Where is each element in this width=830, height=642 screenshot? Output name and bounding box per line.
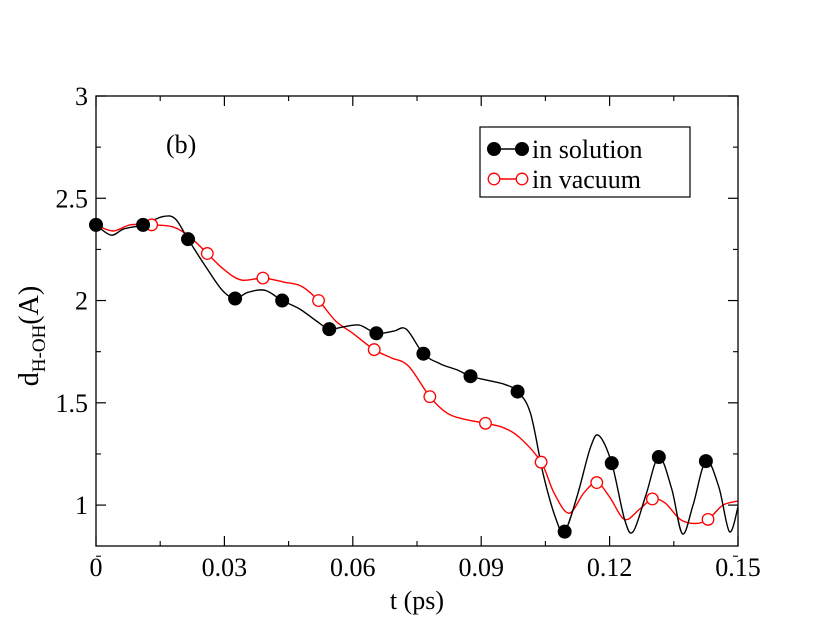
data-point: [479, 416, 492, 430]
data-point: [604, 456, 619, 471]
x-tick-label: 0: [90, 553, 103, 582]
data-point: [181, 232, 196, 247]
data-point: [698, 454, 713, 469]
x-tick-label: 0.12: [587, 553, 633, 582]
y-axis-title-main: d: [14, 372, 45, 386]
y-axis-title-unit: (A): [14, 286, 45, 325]
data-point: [369, 326, 384, 341]
data-point: [200, 247, 214, 260]
y-tick-label: 2.5: [56, 184, 89, 213]
data-point: [463, 369, 478, 384]
x-tick-label: 0.03: [202, 553, 248, 582]
legend-marker: [487, 172, 501, 186]
data-point: [256, 271, 270, 285]
data-point: [322, 322, 337, 337]
y-axis-title: dH-OH(A): [14, 286, 50, 386]
data-point: [416, 346, 431, 361]
y-axis-title-sub: H-OH: [29, 324, 50, 372]
series-layer: [89, 215, 739, 539]
series-line-in-solution: [95, 215, 739, 535]
y-tick-label: 1.5: [56, 389, 89, 418]
ticks-layer: 0 0.03 0.06 0.09 0.12 0.15 1 1.5 2 2.5 3: [56, 82, 761, 582]
data-point: [275, 293, 290, 308]
data-point: [557, 524, 572, 539]
data-point: [701, 512, 715, 526]
series-line-in-vacuum: [95, 223, 739, 525]
legend-marker: [515, 142, 529, 156]
y-tick-label: 3: [75, 82, 88, 111]
data-point: [312, 294, 326, 307]
data-point: [534, 455, 548, 469]
y-tick-label: 1: [75, 491, 88, 520]
data-point: [136, 217, 151, 232]
data-point: [645, 492, 659, 506]
legend-label: in solution: [532, 135, 643, 164]
data-point: [651, 450, 666, 465]
data-point: [367, 343, 381, 357]
data-point: [590, 476, 604, 490]
legend-marker: [515, 172, 529, 186]
y-tick-label: 2: [75, 287, 88, 316]
x-axis-title: t (ps): [390, 586, 444, 615]
panel-label: (b): [166, 130, 196, 159]
legend-marker: [487, 142, 501, 156]
x-tick-label: 0.06: [330, 553, 376, 582]
legend-box: [479, 126, 691, 198]
legend-label: in vacuum: [532, 165, 641, 194]
data-point: [228, 291, 243, 306]
x-tick-label: 0.09: [458, 553, 504, 582]
data-point: [510, 384, 525, 399]
x-tick-label: 0.15: [715, 553, 761, 582]
data-point: [423, 390, 437, 404]
